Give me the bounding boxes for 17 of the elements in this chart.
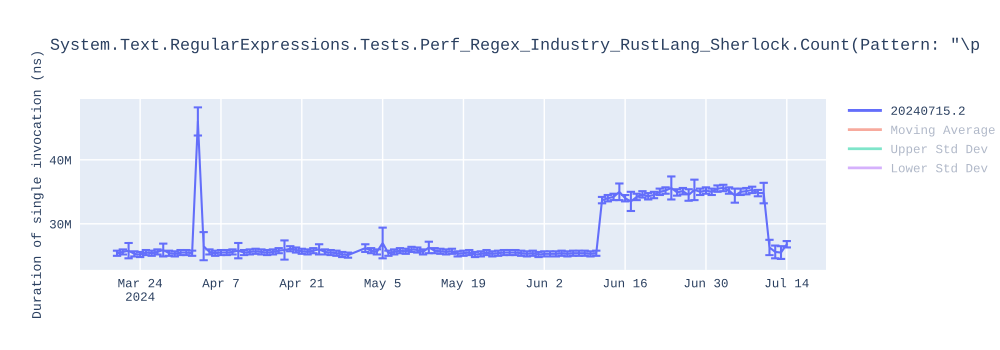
x-tick-label: Jun 16 [604, 278, 647, 288]
x-tick-label: Jul 14 [765, 278, 809, 288]
x-tick-label: Apr 21 [279, 278, 324, 290]
legend-label: Lower Std Dev [892, 163, 988, 172]
chart-title: System.Text.RegularExpressions.Tests.Perf_Regex_Industry_RustLang_Sherlock.Count(Pattern: "\p [50, 38, 980, 54]
x-tick-label: Mar 24 2024 [118, 278, 162, 301]
x-tick-label: Jun 30 [684, 278, 728, 288]
y-tick-label: 30M [50, 220, 71, 228]
legend-label: Upper Std Dev [891, 144, 988, 156]
x-tick-label: May 5 [364, 279, 401, 290]
x-tick-label: Apr 7 [202, 279, 239, 290]
x-tick-label: May 19 [442, 278, 486, 290]
legend-label: Moving Average [891, 124, 995, 137]
y-axis-title: Duration of single invocation (ns) [31, 52, 44, 318]
y-tick-label: 40M [50, 156, 71, 164]
legend-label: 20240715.2 [891, 106, 965, 115]
x-tick-label: Jun 2 [526, 278, 562, 288]
